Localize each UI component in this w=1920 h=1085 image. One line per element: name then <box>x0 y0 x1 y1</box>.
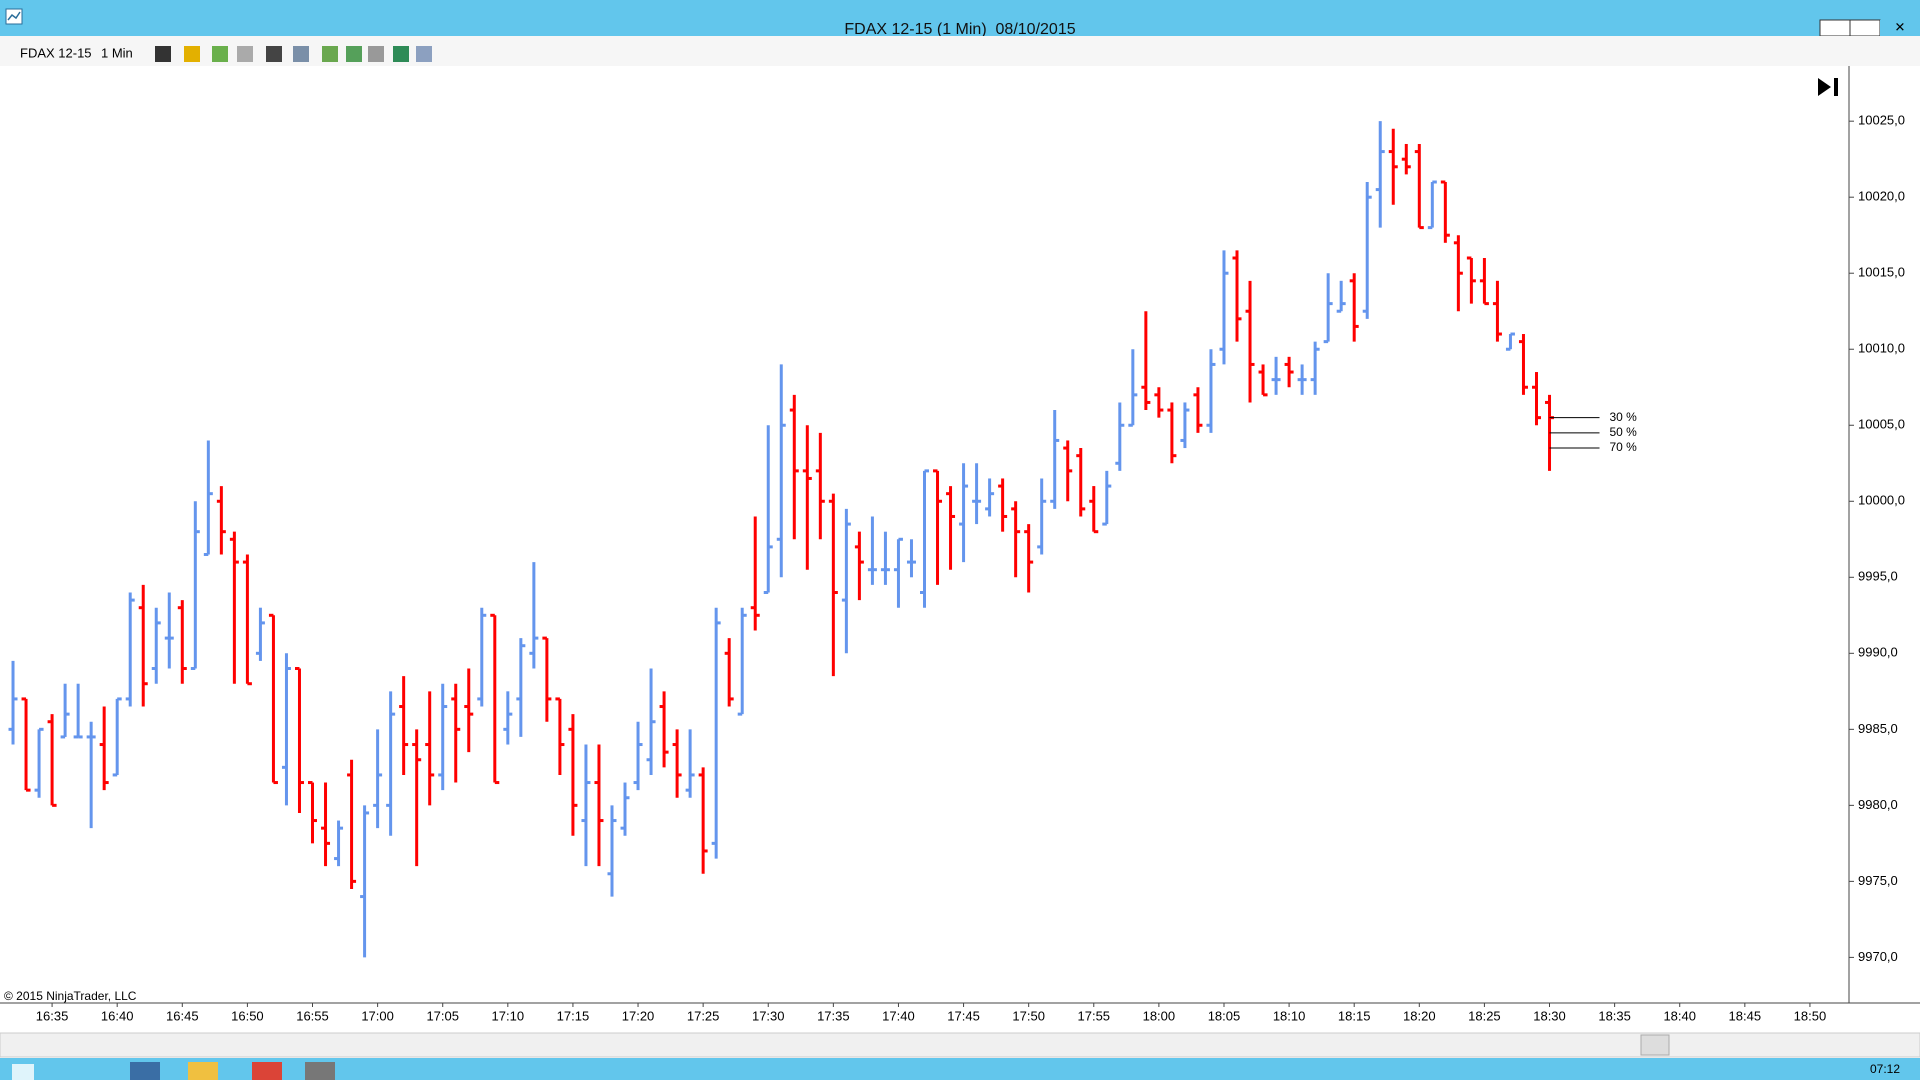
scroll-to-end-button[interactable] <box>1818 78 1838 96</box>
x-tick-label: 17:50 <box>1012 1008 1045 1023</box>
close-button[interactable] <box>1880 20 1920 36</box>
taskbar-app[interactable] <box>305 1062 335 1080</box>
y-tick-label: 9980,0 <box>1858 797 1898 812</box>
y-tick-label: 9970,0 <box>1858 949 1898 964</box>
y-tick-label: 9985,0 <box>1858 721 1898 736</box>
toolbar-icons <box>155 46 432 62</box>
x-tick-label: 18:20 <box>1403 1008 1436 1023</box>
level-label: 30 % <box>1610 410 1638 424</box>
x-tick-label: 18:40 <box>1663 1008 1696 1023</box>
taskbar-app[interactable] <box>188 1062 218 1080</box>
properties-button[interactable] <box>322 46 338 62</box>
x-tick-label: 18:25 <box>1468 1008 1501 1023</box>
x-tick-label: 17:20 <box>622 1008 655 1023</box>
x-tick-label: 17:35 <box>817 1008 850 1023</box>
start-button[interactable] <box>12 1064 34 1080</box>
copyright: © 2015 NinjaTrader, LLC <box>4 989 137 1003</box>
level-label: 50 % <box>1610 425 1638 439</box>
x-tick-label: 18:50 <box>1794 1008 1827 1023</box>
toolbar <box>0 36 1920 66</box>
x-tick-label: 17:15 <box>557 1008 590 1023</box>
taskbar-app[interactable] <box>252 1062 282 1080</box>
maximize-button[interactable] <box>1849 19 1881 37</box>
y-tick-label: 9995,0 <box>1858 569 1898 584</box>
strategy-button[interactable] <box>237 46 253 62</box>
title-bar <box>0 0 1920 36</box>
instrument-selector[interactable]: FDAX 12-15 <box>20 45 92 60</box>
x-tick-label: 16:50 <box>231 1008 264 1023</box>
x-tick-label: 17:10 <box>492 1008 525 1023</box>
x-tick-label: 17:40 <box>882 1008 915 1023</box>
x-tick-label: 17:30 <box>752 1008 785 1023</box>
window-title: FDAX 12-15 (1 Min) 08/10/2015 <box>844 21 1075 38</box>
x-tick-label: 16:55 <box>296 1008 329 1023</box>
x-tick-label: 18:15 <box>1338 1008 1371 1023</box>
clock: 07:12 <box>1870 1062 1900 1076</box>
y-tick-label: 10025,0 <box>1858 113 1905 128</box>
indicator-button[interactable] <box>212 46 228 62</box>
close-glyph: ✕ <box>1895 19 1906 34</box>
y-tick-label: 9990,0 <box>1858 645 1898 660</box>
zoom-button[interactable] <box>293 46 309 62</box>
drawing-tool-button[interactable] <box>184 46 200 62</box>
y-tick-label: 10005,0 <box>1858 417 1905 432</box>
data-box-button[interactable] <box>346 46 362 62</box>
x-tick-label: 17:05 <box>426 1008 459 1023</box>
level-label: 70 % <box>1610 440 1638 454</box>
x-tick-label: 18:00 <box>1143 1008 1176 1023</box>
y-tick-label: 10015,0 <box>1858 265 1905 280</box>
x-tick-label: 17:00 <box>361 1008 394 1023</box>
taskbar <box>0 1058 1920 1080</box>
bar-type-button[interactable] <box>155 46 171 62</box>
x-tick-label: 16:40 <box>101 1008 134 1023</box>
x-tick-label: 18:10 <box>1273 1008 1306 1023</box>
x-tick-label: 18:45 <box>1729 1008 1762 1023</box>
y-tick-label: 10010,0 <box>1858 341 1905 356</box>
x-tick-label: 17:55 <box>1078 1008 1111 1023</box>
x-tick-label: 16:45 <box>166 1008 199 1023</box>
scrollbar[interactable] <box>0 1032 1920 1058</box>
layout-button[interactable] <box>416 46 432 62</box>
minimize-button[interactable] <box>1819 19 1851 37</box>
y-tick-label: 9975,0 <box>1858 873 1898 888</box>
app-icon-glyph <box>7 11 21 21</box>
order-button[interactable] <box>393 46 409 62</box>
scrollbar-thumb[interactable] <box>1640 1034 1670 1056</box>
x-tick-label: 18:35 <box>1598 1008 1631 1023</box>
x-tick-label: 17:25 <box>687 1008 720 1023</box>
x-tick-label: 18:30 <box>1533 1008 1566 1023</box>
x-tick-label: 17:45 <box>947 1008 980 1023</box>
interval-selector[interactable]: 1 Min <box>101 45 133 60</box>
y-tick-label: 10000,0 <box>1858 493 1905 508</box>
y-tick-label: 10020,0 <box>1858 189 1905 204</box>
x-tick-label: 18:05 <box>1208 1008 1241 1023</box>
chart-trader-button[interactable] <box>368 46 384 62</box>
x-tick-label: 16:35 <box>36 1008 69 1023</box>
crosshair-button[interactable] <box>266 46 282 62</box>
taskbar-app[interactable] <box>130 1062 160 1080</box>
